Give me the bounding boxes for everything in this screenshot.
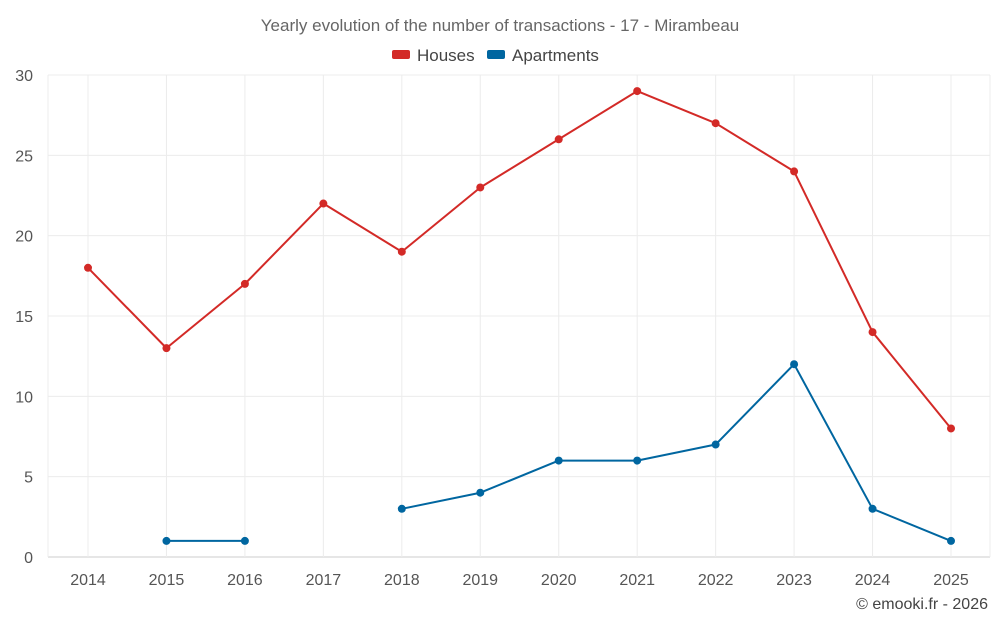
data-point-houses-2019[interactable] [476,183,485,192]
x-tick-label: 2023 [776,572,812,589]
data-point-houses-2021[interactable] [633,87,642,96]
x-tick-label: 2024 [855,572,891,589]
data-point-apartments-2025[interactable] [947,536,955,545]
data-point-apartments-2019[interactable] [476,488,485,497]
legend-label: Apartments [512,46,599,65]
x-tick-label: 2017 [306,572,342,589]
data-point-houses-2020[interactable] [554,135,563,144]
grid [47,74,991,558]
series-apartments [162,360,955,545]
data-point-apartments-2024[interactable] [868,504,877,513]
y-axis: 0 5 10 15 20 25 30 [15,68,33,567]
plot-area [84,87,955,545]
x-tick-label: 2021 [619,572,655,589]
y-tick-label: 5 [24,470,33,487]
data-point-apartments-2021[interactable] [633,456,642,465]
data-point-houses-2024[interactable] [868,328,877,337]
data-point-houses-2018[interactable] [397,247,406,256]
x-axis: 2014 2015 2016 2017 2018 2019 2020 2021 2022 2023… [70,572,969,589]
legend-swatch [487,50,505,59]
series-line-houses [87,90,952,430]
series-houses [84,87,955,433]
data-point-apartments-2015[interactable] [162,536,171,545]
legend: Houses Apartments [392,46,599,65]
data-point-houses-2025[interactable] [947,424,955,433]
y-tick-label: 10 [15,389,33,406]
y-tick-label: 0 [24,550,33,567]
footer-credit: © emooki.fr - 2026 [856,596,988,613]
data-point-apartments-2018[interactable] [397,504,406,513]
y-tick-label: 25 [15,148,33,165]
data-point-houses-2014[interactable] [84,263,92,272]
x-tick-label: 2019 [462,572,498,589]
x-tick-label: 2015 [149,572,185,589]
data-point-apartments-2023[interactable] [790,360,799,369]
chart-title: Yearly evolution of the number of transa… [261,16,739,35]
legend-item-apartments[interactable]: Apartments [487,46,599,65]
legend-swatch [392,50,410,59]
y-tick-label: 20 [15,229,33,246]
x-tick-label: 2014 [70,572,106,589]
x-tick-label: 2016 [227,572,263,589]
y-tick-label: 30 [15,68,33,85]
x-tick-label: 2020 [541,572,577,589]
data-point-houses-2016[interactable] [240,279,249,288]
x-tick-label: 2018 [384,572,420,589]
series-line-apartments [401,363,952,542]
legend-item-houses[interactable]: Houses [392,46,475,65]
data-point-houses-2023[interactable] [790,167,799,176]
x-tick-label: 2022 [698,572,734,589]
data-point-houses-2017[interactable] [319,199,328,208]
data-point-apartments-2020[interactable] [554,456,563,465]
data-point-apartments-2022[interactable] [711,440,720,449]
legend-label: Houses [417,46,475,65]
data-point-apartments-2016[interactable] [240,536,249,545]
x-tick-label: 2025 [933,572,969,589]
data-point-houses-2015[interactable] [162,344,171,353]
data-point-houses-2022[interactable] [711,119,720,128]
y-tick-label: 15 [15,309,33,326]
